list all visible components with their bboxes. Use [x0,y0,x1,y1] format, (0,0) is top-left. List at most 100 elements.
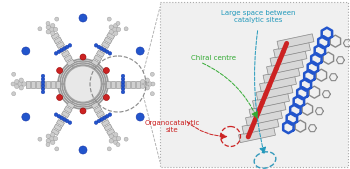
Circle shape [57,114,61,118]
Polygon shape [96,111,104,118]
Circle shape [109,139,113,143]
Polygon shape [260,76,296,92]
Circle shape [107,17,111,21]
Polygon shape [242,119,279,134]
Circle shape [105,50,109,54]
Circle shape [79,146,87,154]
Circle shape [141,79,145,84]
Circle shape [141,84,145,89]
Polygon shape [121,80,125,88]
Circle shape [79,14,87,22]
Polygon shape [54,37,62,44]
Circle shape [116,27,121,32]
Polygon shape [256,85,293,100]
Circle shape [136,47,144,55]
Circle shape [145,78,149,82]
Polygon shape [104,124,112,131]
Polygon shape [62,111,70,118]
Polygon shape [36,80,40,88]
Polygon shape [64,106,72,113]
Circle shape [97,119,101,123]
Text: Large space between
catalytic sites: Large space between catalytic sites [221,10,295,23]
Circle shape [38,137,42,141]
Circle shape [22,82,26,86]
Circle shape [136,113,144,121]
Polygon shape [31,80,35,88]
Circle shape [46,21,50,25]
Polygon shape [274,42,310,58]
Polygon shape [107,33,115,39]
Circle shape [103,116,106,120]
Circle shape [50,132,55,137]
Circle shape [94,121,98,124]
Circle shape [68,121,72,124]
Circle shape [111,26,118,33]
Polygon shape [94,106,102,113]
Circle shape [46,139,50,143]
Circle shape [109,30,113,34]
Circle shape [121,84,125,87]
Circle shape [121,77,125,81]
Circle shape [63,118,66,121]
Circle shape [103,94,110,101]
Polygon shape [99,46,107,53]
Circle shape [19,78,23,82]
Circle shape [50,23,55,28]
Polygon shape [246,110,282,126]
Polygon shape [99,115,107,122]
Circle shape [48,26,55,33]
Polygon shape [67,59,75,66]
Circle shape [97,45,101,49]
Circle shape [41,74,45,78]
Circle shape [103,48,106,52]
Circle shape [100,47,103,50]
Bar [160,2,348,167]
Circle shape [17,81,23,87]
Circle shape [121,81,125,84]
Circle shape [48,135,55,142]
Circle shape [65,45,69,49]
Circle shape [57,94,63,101]
Polygon shape [104,37,112,44]
Circle shape [121,90,125,94]
Circle shape [57,67,63,74]
Circle shape [22,47,30,55]
Circle shape [103,67,110,74]
Polygon shape [263,68,300,83]
Circle shape [108,52,112,55]
Circle shape [121,74,125,78]
Polygon shape [106,80,110,88]
Circle shape [80,108,86,114]
Polygon shape [67,102,75,109]
Circle shape [116,143,120,147]
Polygon shape [64,55,72,62]
Polygon shape [51,80,55,88]
Circle shape [46,30,50,34]
Circle shape [60,116,63,120]
Polygon shape [94,55,102,62]
Circle shape [100,118,103,121]
Polygon shape [96,50,104,57]
Circle shape [107,147,111,151]
Text: Organocatalytic
site: Organocatalytic site [144,120,200,133]
Circle shape [63,47,66,50]
Circle shape [57,50,61,54]
Circle shape [116,21,120,25]
Polygon shape [267,59,303,75]
Circle shape [143,81,149,87]
Text: Chiral centre: Chiral centre [191,55,236,61]
Circle shape [150,72,154,76]
Polygon shape [56,80,61,88]
Circle shape [46,134,50,138]
Circle shape [65,66,101,102]
Circle shape [105,114,109,118]
Polygon shape [270,51,307,66]
Polygon shape [91,59,99,66]
Polygon shape [239,127,275,143]
Circle shape [68,44,72,47]
Circle shape [55,17,59,21]
Circle shape [124,27,128,31]
Polygon shape [102,41,110,48]
Polygon shape [56,41,64,48]
Circle shape [53,27,58,32]
